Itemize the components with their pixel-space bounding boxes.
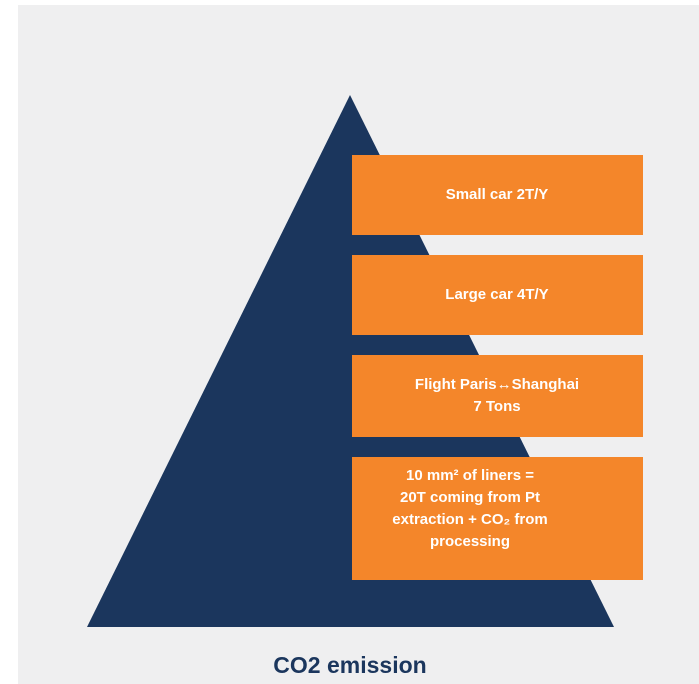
box <box>352 155 643 235</box>
box-text: extraction + CO₂ from <box>392 511 547 528</box>
box-text: processing <box>430 533 510 550</box>
box-text: Large car 4T/Y <box>445 286 548 303</box>
box-text: Small car 2T/Y <box>446 186 549 203</box>
box <box>352 255 643 335</box>
box-text: 20T coming from Pt <box>400 489 540 506</box>
box-text: 10 mm² of liners = <box>406 467 534 484</box>
box <box>352 457 643 580</box>
box <box>352 355 643 437</box>
box-text: 7 Tons <box>473 398 520 415</box>
box-text: Flight Paris↔Shanghai <box>415 376 579 393</box>
caption: CO2 emission <box>273 652 426 678</box>
